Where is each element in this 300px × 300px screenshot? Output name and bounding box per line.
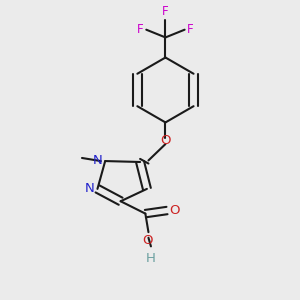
Text: F: F	[137, 23, 144, 36]
Text: N: N	[85, 182, 95, 195]
Text: N: N	[93, 154, 103, 167]
Text: O: O	[169, 204, 180, 217]
Text: F: F	[187, 23, 194, 36]
Text: O: O	[142, 234, 153, 247]
Text: F: F	[162, 5, 169, 18]
Text: H: H	[146, 252, 156, 265]
Text: O: O	[160, 134, 171, 147]
